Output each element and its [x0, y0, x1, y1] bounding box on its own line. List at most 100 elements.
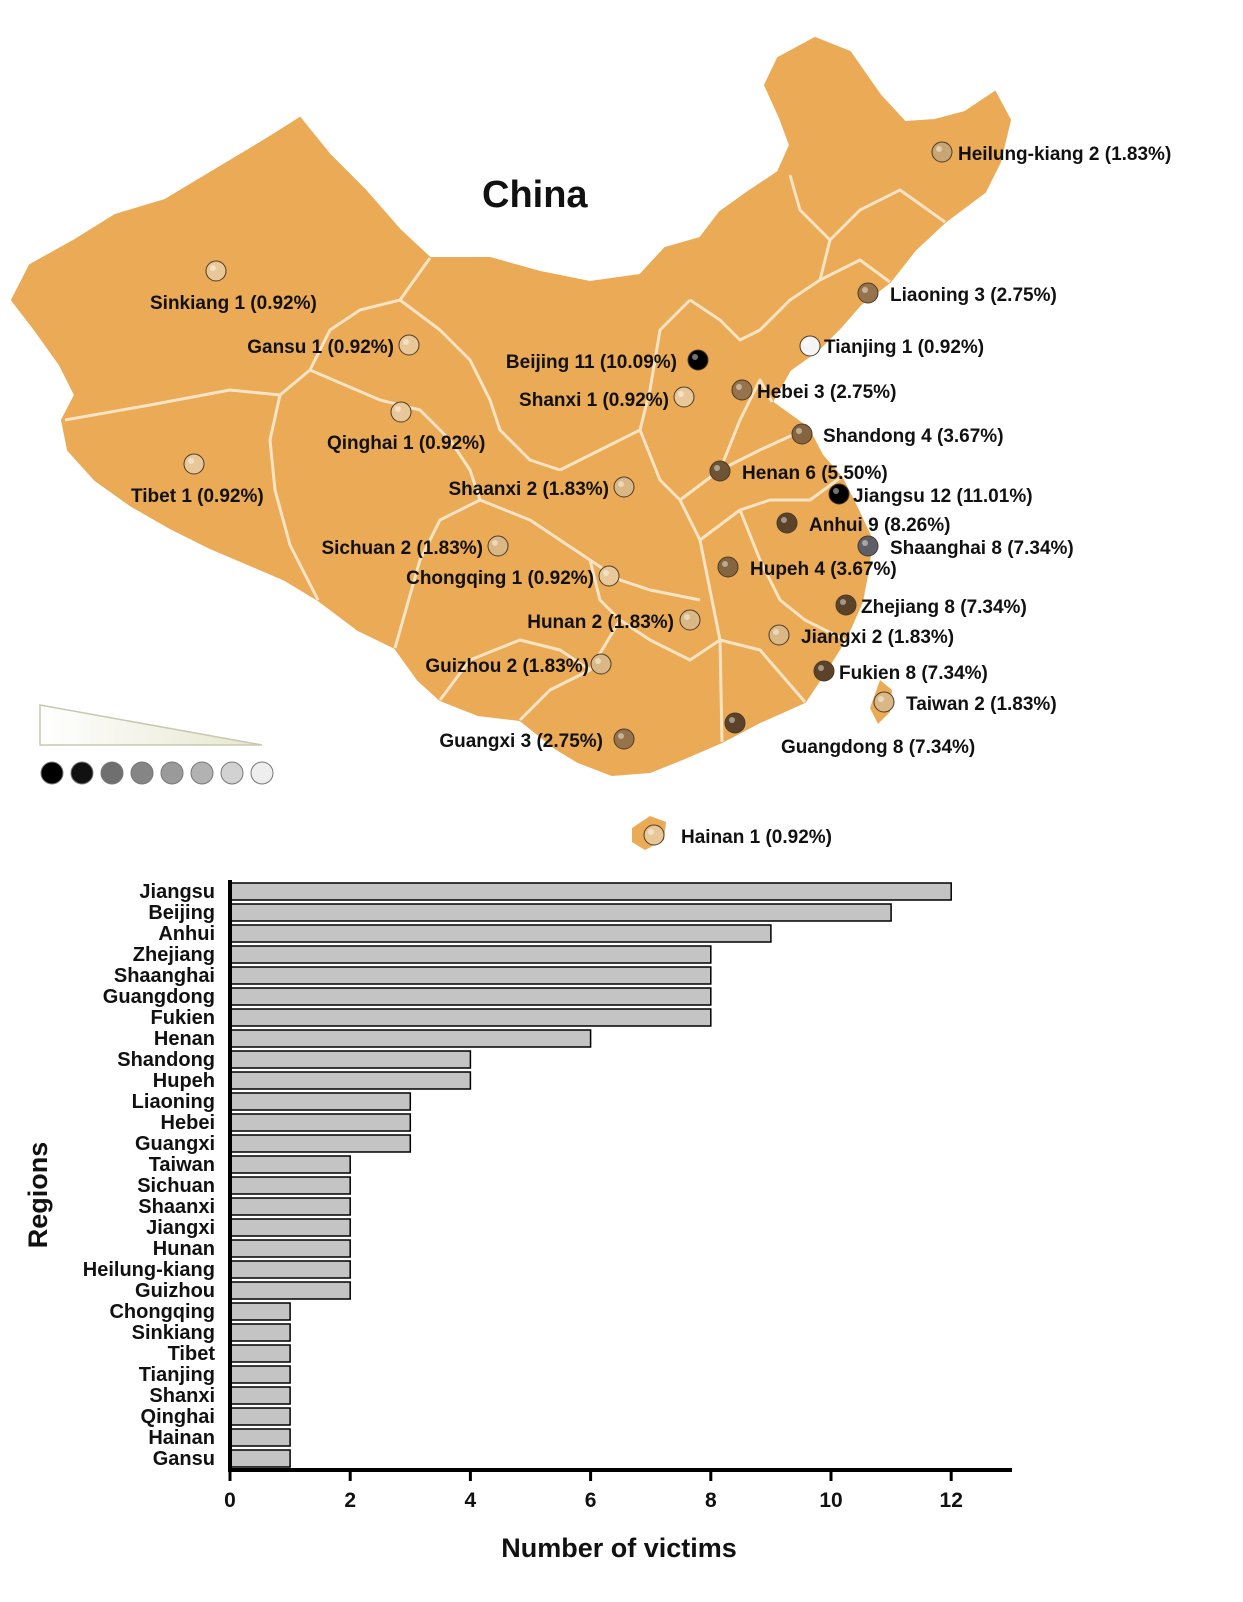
- category-label-shandong: Shandong: [117, 1049, 215, 1071]
- marker-highlight-hupeh: [722, 561, 728, 567]
- category-label-heilung-kiang: Heilung-kiang: [83, 1259, 215, 1281]
- bar-shandong: [229, 1050, 472, 1069]
- bar-gansu: [229, 1449, 291, 1468]
- marker-highlight-sinkiang: [210, 265, 216, 271]
- bar-chart-panel: Jiangsu Beijing Anhui Zhejiang Shaanghai Guan…: [0, 880, 1243, 1597]
- marker-highlight-tibet: [188, 458, 194, 464]
- marker-highlight-hunan: [684, 614, 690, 620]
- marker-highlight-tianjing: [804, 340, 810, 346]
- marker-label-guangxi: Guangxi 3 (2.75%): [439, 731, 603, 752]
- category-label-tianjing: Tianjing: [139, 1364, 215, 1386]
- marker-dot-shanxi: [673, 386, 695, 408]
- legend-dot: [160, 761, 184, 785]
- marker-label-henan: Henan 6 (5.50%): [742, 463, 888, 484]
- marker-dot-shaanghai: [857, 535, 879, 557]
- marker-dot-beijing: [687, 349, 709, 371]
- bar-jiangsu: [229, 882, 952, 901]
- legend-dot: [100, 761, 124, 785]
- marker-label-chongqing: Chongqing 1 (0.92%): [406, 568, 594, 589]
- bars: [229, 882, 952, 1468]
- bar-chongqing: [229, 1302, 291, 1321]
- marker-dot-tianjing: [799, 335, 821, 357]
- marker-dot-heilung-kiang: [931, 141, 953, 163]
- legend-dot: [70, 761, 94, 785]
- marker-dot-guizhou: [590, 653, 612, 675]
- category-label-guangdong: Guangdong: [103, 986, 215, 1008]
- category-label-jiangxi: Jiangxi: [146, 1217, 215, 1239]
- bar-hebei: [229, 1113, 412, 1132]
- legend-dot: [190, 761, 214, 785]
- marker-label-heilung-kiang: Heilung-kiang 2 (1.83%): [958, 144, 1171, 165]
- legend-dot: [130, 761, 154, 785]
- category-label-guangxi: Guangxi: [135, 1133, 215, 1155]
- marker-highlight-taiwan: [878, 696, 884, 702]
- marker-highlight-qinghai: [395, 406, 401, 412]
- marker-label-sichuan: Sichuan 2 (1.83%): [321, 538, 483, 559]
- marker-label-zhejiang: Zhejiang 8 (7.34%): [861, 597, 1027, 618]
- map-title: China: [482, 174, 588, 216]
- x-tick-label: 0: [224, 1489, 236, 1512]
- category-label-anhui: Anhui: [158, 923, 215, 945]
- category-label-gansu: Gansu: [153, 1448, 215, 1470]
- marker-dot-hupeh: [717, 556, 739, 578]
- bar-guangxi: [229, 1134, 412, 1153]
- x-tick-label: 6: [585, 1489, 597, 1512]
- marker-label-taiwan: Taiwan 2 (1.83%): [906, 694, 1057, 715]
- marker-highlight-shaanghai: [862, 540, 868, 546]
- category-label-hainan: Hainan: [148, 1427, 215, 1449]
- bar-guizhou: [229, 1281, 351, 1300]
- bar-guangdong: [229, 987, 712, 1006]
- legend-gradient-wedge: [39, 704, 263, 746]
- bar-qinghai: [229, 1407, 291, 1426]
- marker-highlight-liaoning: [862, 287, 868, 293]
- x-tick-label: 10: [819, 1489, 842, 1512]
- marker-dot-guangxi: [613, 728, 635, 750]
- category-label-chongqing: Chongqing: [109, 1301, 215, 1323]
- marker-label-hupeh: Hupeh 4 (3.67%): [750, 559, 897, 580]
- bar-hunan: [229, 1239, 351, 1258]
- marker-dot-hunan: [679, 609, 701, 631]
- marker-highlight-henan: [714, 465, 720, 471]
- bar-henan: [229, 1029, 592, 1048]
- category-label-jiangsu: Jiangsu: [139, 881, 215, 903]
- marker-label-beijing: Beijing 11 (10.09%): [506, 352, 677, 373]
- marker-label-shaanxi: Shaanxi 2 (1.83%): [448, 479, 609, 500]
- marker-highlight-heilung-kiang: [936, 146, 942, 152]
- legend-dot: [40, 761, 64, 785]
- category-label-shanxi: Shanxi: [149, 1385, 215, 1407]
- marker-label-hainan: Hainan 1 (0.92%): [681, 827, 832, 848]
- marker-dot-tibet: [183, 453, 205, 475]
- marker-label-guizhou: Guizhou 2 (1.83%): [425, 656, 589, 677]
- marker-label-shaanghai: Shaanghai 8 (7.34%): [890, 538, 1074, 559]
- marker-label-jiangxi: Jiangxi 2 (1.83%): [801, 627, 954, 648]
- bar-tibet: [229, 1344, 291, 1363]
- marker-label-anhui: Anhui 9 (8.26%): [809, 515, 950, 536]
- bar-shaanxi: [229, 1197, 351, 1216]
- x-tick-label: 8: [705, 1489, 717, 1512]
- marker-dot-henan: [709, 460, 731, 482]
- marker-highlight-shanxi: [678, 391, 684, 397]
- category-label-tibet: Tibet: [168, 1343, 216, 1365]
- china-map-panel: China Heilung-kiang 2 (1.83%) Liaoning 3 …: [10, 36, 1171, 850]
- marker-highlight-chongqing: [603, 570, 609, 576]
- x-axis-title: Number of victims: [501, 1533, 737, 1563]
- marker-highlight-jiangsu: [833, 488, 839, 494]
- marker-dot-taiwan: [873, 691, 895, 713]
- category-label-taiwan: Taiwan: [149, 1154, 215, 1176]
- x-tick-label: 2: [344, 1489, 356, 1512]
- marker-label-jiangsu: Jiangsu 12 (11.01%): [853, 486, 1033, 507]
- bar-jiangxi: [229, 1218, 351, 1237]
- bar-taiwan: [229, 1155, 351, 1174]
- marker-dot-shaanxi: [613, 476, 635, 498]
- marker-dot-jiangxi: [768, 624, 790, 646]
- category-label-shaanghai: Shaanghai: [114, 965, 215, 987]
- marker-label-shanxi: Shanxi 1 (0.92%): [519, 390, 669, 411]
- legend-dots: [40, 761, 274, 785]
- bar-heilung-kiang: [229, 1260, 351, 1279]
- category-label-zhejiang: Zhejiang: [133, 944, 215, 966]
- marker-highlight-shaanxi: [618, 481, 624, 487]
- marker-dot-fukien: [813, 660, 835, 682]
- marker-label-qinghai: Qinghai 1 (0.92%): [327, 433, 485, 454]
- marker-highlight-hainan: [648, 829, 654, 835]
- category-label-shaanxi: Shaanxi: [138, 1196, 215, 1218]
